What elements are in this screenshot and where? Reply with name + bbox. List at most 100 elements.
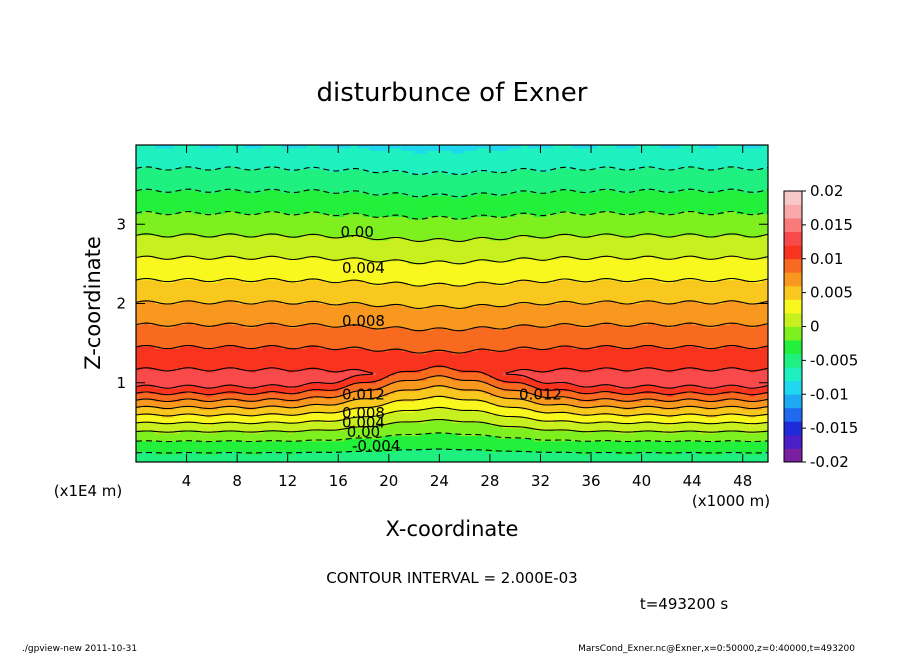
field-cell bbox=[237, 332, 245, 336]
field-cell bbox=[294, 226, 301, 231]
field-cell bbox=[199, 295, 207, 299]
field-cell bbox=[237, 203, 245, 207]
field-cell bbox=[243, 240, 251, 244]
field-cell bbox=[312, 358, 320, 363]
field-cell bbox=[173, 181, 181, 186]
field-cell bbox=[249, 419, 257, 423]
field-cell bbox=[331, 451, 339, 455]
field-cell bbox=[294, 358, 301, 363]
field-cell bbox=[357, 158, 365, 162]
field-cell bbox=[268, 451, 276, 455]
field-cell bbox=[173, 316, 181, 320]
field-cell bbox=[306, 459, 314, 462]
field-cell bbox=[154, 403, 162, 408]
field-cell bbox=[281, 245, 289, 249]
field-cell bbox=[331, 422, 339, 426]
field-cell bbox=[363, 440, 371, 445]
field-cell bbox=[382, 258, 390, 262]
field-cell bbox=[306, 261, 314, 265]
field-cell bbox=[205, 200, 213, 204]
field-cell bbox=[369, 390, 377, 394]
field-cell bbox=[211, 237, 219, 241]
field-cell bbox=[167, 385, 175, 389]
field-cell bbox=[300, 195, 308, 199]
field-cell bbox=[325, 298, 333, 302]
field-cell bbox=[388, 348, 396, 352]
field-cell bbox=[218, 422, 226, 426]
field-cell bbox=[256, 285, 263, 289]
field-cell bbox=[211, 316, 219, 320]
field-cell bbox=[180, 290, 188, 294]
field-cell bbox=[230, 440, 238, 445]
field-cell bbox=[186, 303, 194, 307]
field-cell bbox=[262, 226, 270, 231]
field-cell bbox=[154, 448, 162, 453]
field-cell bbox=[281, 224, 289, 228]
field-cell bbox=[180, 382, 188, 386]
field-cell bbox=[306, 200, 314, 204]
field-cell bbox=[186, 287, 194, 291]
field-cell bbox=[136, 417, 143, 421]
field-cell bbox=[237, 271, 245, 276]
field-cell bbox=[369, 245, 377, 249]
field-cell bbox=[161, 216, 169, 220]
field-cell bbox=[205, 332, 213, 336]
field-cell bbox=[167, 195, 175, 199]
field-cell bbox=[180, 427, 188, 431]
field-cell bbox=[142, 176, 150, 180]
field-cell bbox=[173, 287, 181, 291]
field-cell bbox=[275, 425, 282, 429]
field-cell bbox=[173, 200, 181, 204]
field-cell bbox=[230, 351, 238, 355]
field-cell bbox=[319, 200, 327, 204]
field-cell bbox=[281, 150, 289, 154]
field-cell bbox=[218, 459, 226, 462]
field-cell bbox=[262, 369, 270, 373]
field-cell bbox=[224, 393, 232, 397]
field-cell bbox=[338, 224, 346, 228]
field-cell bbox=[306, 271, 314, 276]
field-cell bbox=[180, 295, 188, 299]
field-cell bbox=[256, 303, 263, 307]
field-cell bbox=[136, 237, 143, 241]
field-cell bbox=[357, 147, 365, 151]
field-cell bbox=[376, 388, 384, 392]
field-cell bbox=[218, 271, 226, 276]
field-cell bbox=[363, 226, 371, 231]
field-cell bbox=[312, 374, 320, 379]
field-cell bbox=[319, 187, 327, 191]
field-cell bbox=[338, 314, 346, 318]
field-cell bbox=[154, 308, 162, 313]
field-cell bbox=[395, 300, 403, 305]
field-cell bbox=[136, 372, 143, 376]
field-cell bbox=[173, 248, 181, 252]
field-cell bbox=[186, 340, 194, 344]
field-cell bbox=[237, 409, 245, 413]
field-cell bbox=[319, 197, 327, 202]
field-cell bbox=[205, 454, 213, 458]
field-cell bbox=[350, 432, 358, 437]
field-cell bbox=[262, 195, 270, 199]
field-cell bbox=[230, 337, 238, 342]
field-cell bbox=[211, 456, 219, 460]
field-cell bbox=[211, 353, 219, 357]
field-cell bbox=[312, 258, 320, 262]
field-cell bbox=[142, 171, 150, 175]
field-cell bbox=[218, 321, 226, 326]
field-cell bbox=[249, 314, 257, 318]
field-cell bbox=[268, 419, 276, 423]
field-cell bbox=[363, 221, 371, 225]
field-cell bbox=[319, 454, 327, 458]
field-cell bbox=[350, 380, 358, 384]
field-cell bbox=[306, 446, 314, 450]
field-cell bbox=[186, 181, 194, 186]
field-cell bbox=[230, 211, 238, 215]
field-cell bbox=[325, 166, 333, 170]
field-cell bbox=[268, 351, 276, 355]
field-cell bbox=[218, 145, 226, 149]
field-cell bbox=[249, 427, 257, 431]
field-cell bbox=[363, 393, 371, 397]
field-cell bbox=[363, 253, 371, 257]
field-cell bbox=[237, 171, 245, 175]
field-cell bbox=[395, 382, 403, 386]
